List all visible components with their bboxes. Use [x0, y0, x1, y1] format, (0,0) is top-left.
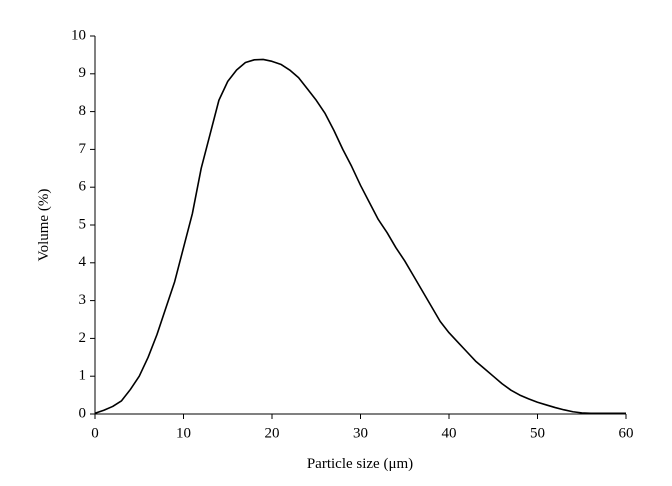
x-tick-label: 60: [619, 425, 634, 441]
x-tick-label: 30: [353, 425, 368, 441]
x-axis-label: Particle size (μm): [307, 456, 413, 472]
x-tick-label: 50: [530, 425, 545, 441]
y-tick-label: 4: [79, 254, 87, 270]
y-tick-label: 5: [79, 216, 87, 232]
x-tick-label: 40: [442, 425, 457, 441]
y-axis-label: Volume (%): [36, 189, 52, 262]
y-tick-label: 0: [79, 405, 87, 421]
y-tick-label: 3: [79, 292, 87, 308]
line-series: [94, 58, 626, 415]
y-tick-label: 6: [79, 179, 87, 195]
y-tick-label: 2: [79, 330, 87, 346]
x-tick-label: 20: [265, 425, 280, 441]
y-tick-label: 1: [79, 368, 87, 384]
y-tick-label: 7: [79, 141, 87, 157]
y-tick-label: 9: [79, 65, 87, 81]
x-tick-label: 0: [91, 425, 99, 441]
y-tick-label: 10: [71, 27, 86, 43]
x-tick-label: 10: [176, 425, 191, 441]
y-tick-label: 8: [79, 103, 87, 119]
